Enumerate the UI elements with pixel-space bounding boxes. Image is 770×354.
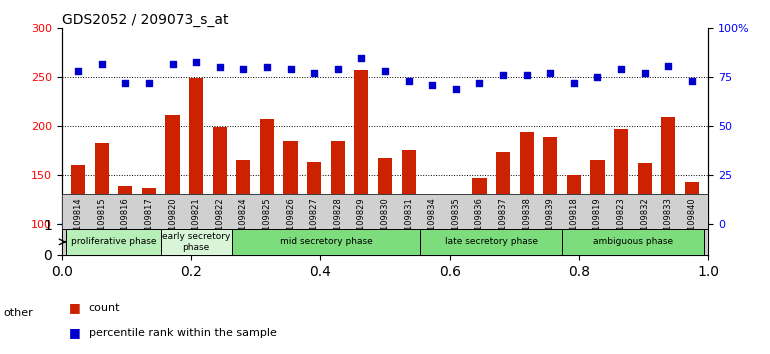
Point [403,78,415,84]
Text: GSM109824: GSM109824 [239,197,248,248]
Bar [189,78,203,224]
Bar [232,229,420,255]
Bar [472,178,487,224]
Text: GSM109832: GSM109832 [640,197,649,248]
Point [166,61,179,67]
Bar [425,197,440,224]
Text: GSM109835: GSM109835 [451,197,460,248]
Text: ambiguous phase: ambiguous phase [593,238,673,246]
Bar [260,119,274,224]
Text: GSM109837: GSM109837 [498,197,507,248]
Bar [330,141,345,224]
Bar [614,129,628,224]
Point [544,70,557,76]
Bar [638,164,651,224]
Text: GSM109839: GSM109839 [546,197,554,248]
Text: ■: ■ [69,326,81,339]
Text: GSM109819: GSM109819 [593,197,602,248]
Text: count: count [89,303,120,313]
Point [261,65,273,70]
Point [686,78,698,84]
Bar [543,137,557,224]
Bar [236,160,250,224]
Bar [283,141,298,224]
Point [142,80,155,86]
Bar [378,158,392,224]
Point [190,59,203,64]
Bar [354,70,369,224]
Point [355,55,367,61]
Bar [661,118,675,224]
Bar [420,229,562,255]
Point [119,80,132,86]
Point [213,65,226,70]
Text: GSM109831: GSM109831 [404,197,413,248]
Text: GSM109830: GSM109830 [380,197,390,248]
Point [638,70,651,76]
Text: GSM109838: GSM109838 [522,197,531,248]
Point [72,69,84,74]
Bar [119,186,132,224]
Bar [307,162,321,224]
Text: other: other [4,308,34,318]
Point [591,74,604,80]
Text: GSM109814: GSM109814 [74,197,82,248]
Text: ■: ■ [69,302,81,314]
Text: GSM109822: GSM109822 [216,197,224,248]
Point [426,82,438,88]
Text: GSM109840: GSM109840 [688,197,696,248]
Point [521,73,533,78]
Text: proliferative phase: proliferative phase [71,238,156,246]
Point [615,67,628,72]
Bar [591,160,604,224]
Text: early secretory
phase: early secretory phase [162,232,230,252]
Bar [213,127,227,224]
Point [379,69,391,74]
Bar [496,152,510,224]
Bar [562,229,704,255]
Bar [95,143,109,224]
Text: GSM109815: GSM109815 [97,197,106,248]
Text: GSM109825: GSM109825 [263,197,272,248]
Text: GSM109828: GSM109828 [333,197,343,248]
Text: GSM109826: GSM109826 [286,197,295,248]
Text: GSM109823: GSM109823 [617,197,625,248]
Point [474,80,486,86]
Text: GDS2052 / 209073_s_at: GDS2052 / 209073_s_at [62,13,228,27]
Text: percentile rank within the sample: percentile rank within the sample [89,328,276,338]
Bar [142,188,156,224]
Point [662,63,675,68]
Bar [401,150,416,224]
Text: GSM109818: GSM109818 [569,197,578,248]
Text: GSM109829: GSM109829 [357,197,366,248]
Point [308,70,320,76]
Point [567,80,580,86]
Point [332,67,344,72]
Text: GSM109817: GSM109817 [145,197,153,248]
Point [95,61,108,67]
Text: GSM109827: GSM109827 [310,197,319,248]
Text: mid secretory phase: mid secretory phase [280,238,373,246]
Text: late secretory phase: late secretory phase [445,238,537,246]
Text: GSM109816: GSM109816 [121,197,130,248]
Text: GSM109833: GSM109833 [664,197,673,248]
Text: GSM109820: GSM109820 [168,197,177,248]
Bar [71,165,85,224]
Point [237,67,249,72]
Point [450,86,462,92]
Bar [449,211,463,224]
Point [284,67,296,72]
Bar [567,175,581,224]
Bar [520,132,534,224]
Text: GSM109821: GSM109821 [192,197,201,248]
Bar [685,182,699,224]
Text: GSM109836: GSM109836 [475,197,484,248]
Bar [166,115,179,224]
Point [497,73,509,78]
Text: GSM109834: GSM109834 [427,197,437,248]
Bar [66,229,161,255]
Bar [161,229,232,255]
